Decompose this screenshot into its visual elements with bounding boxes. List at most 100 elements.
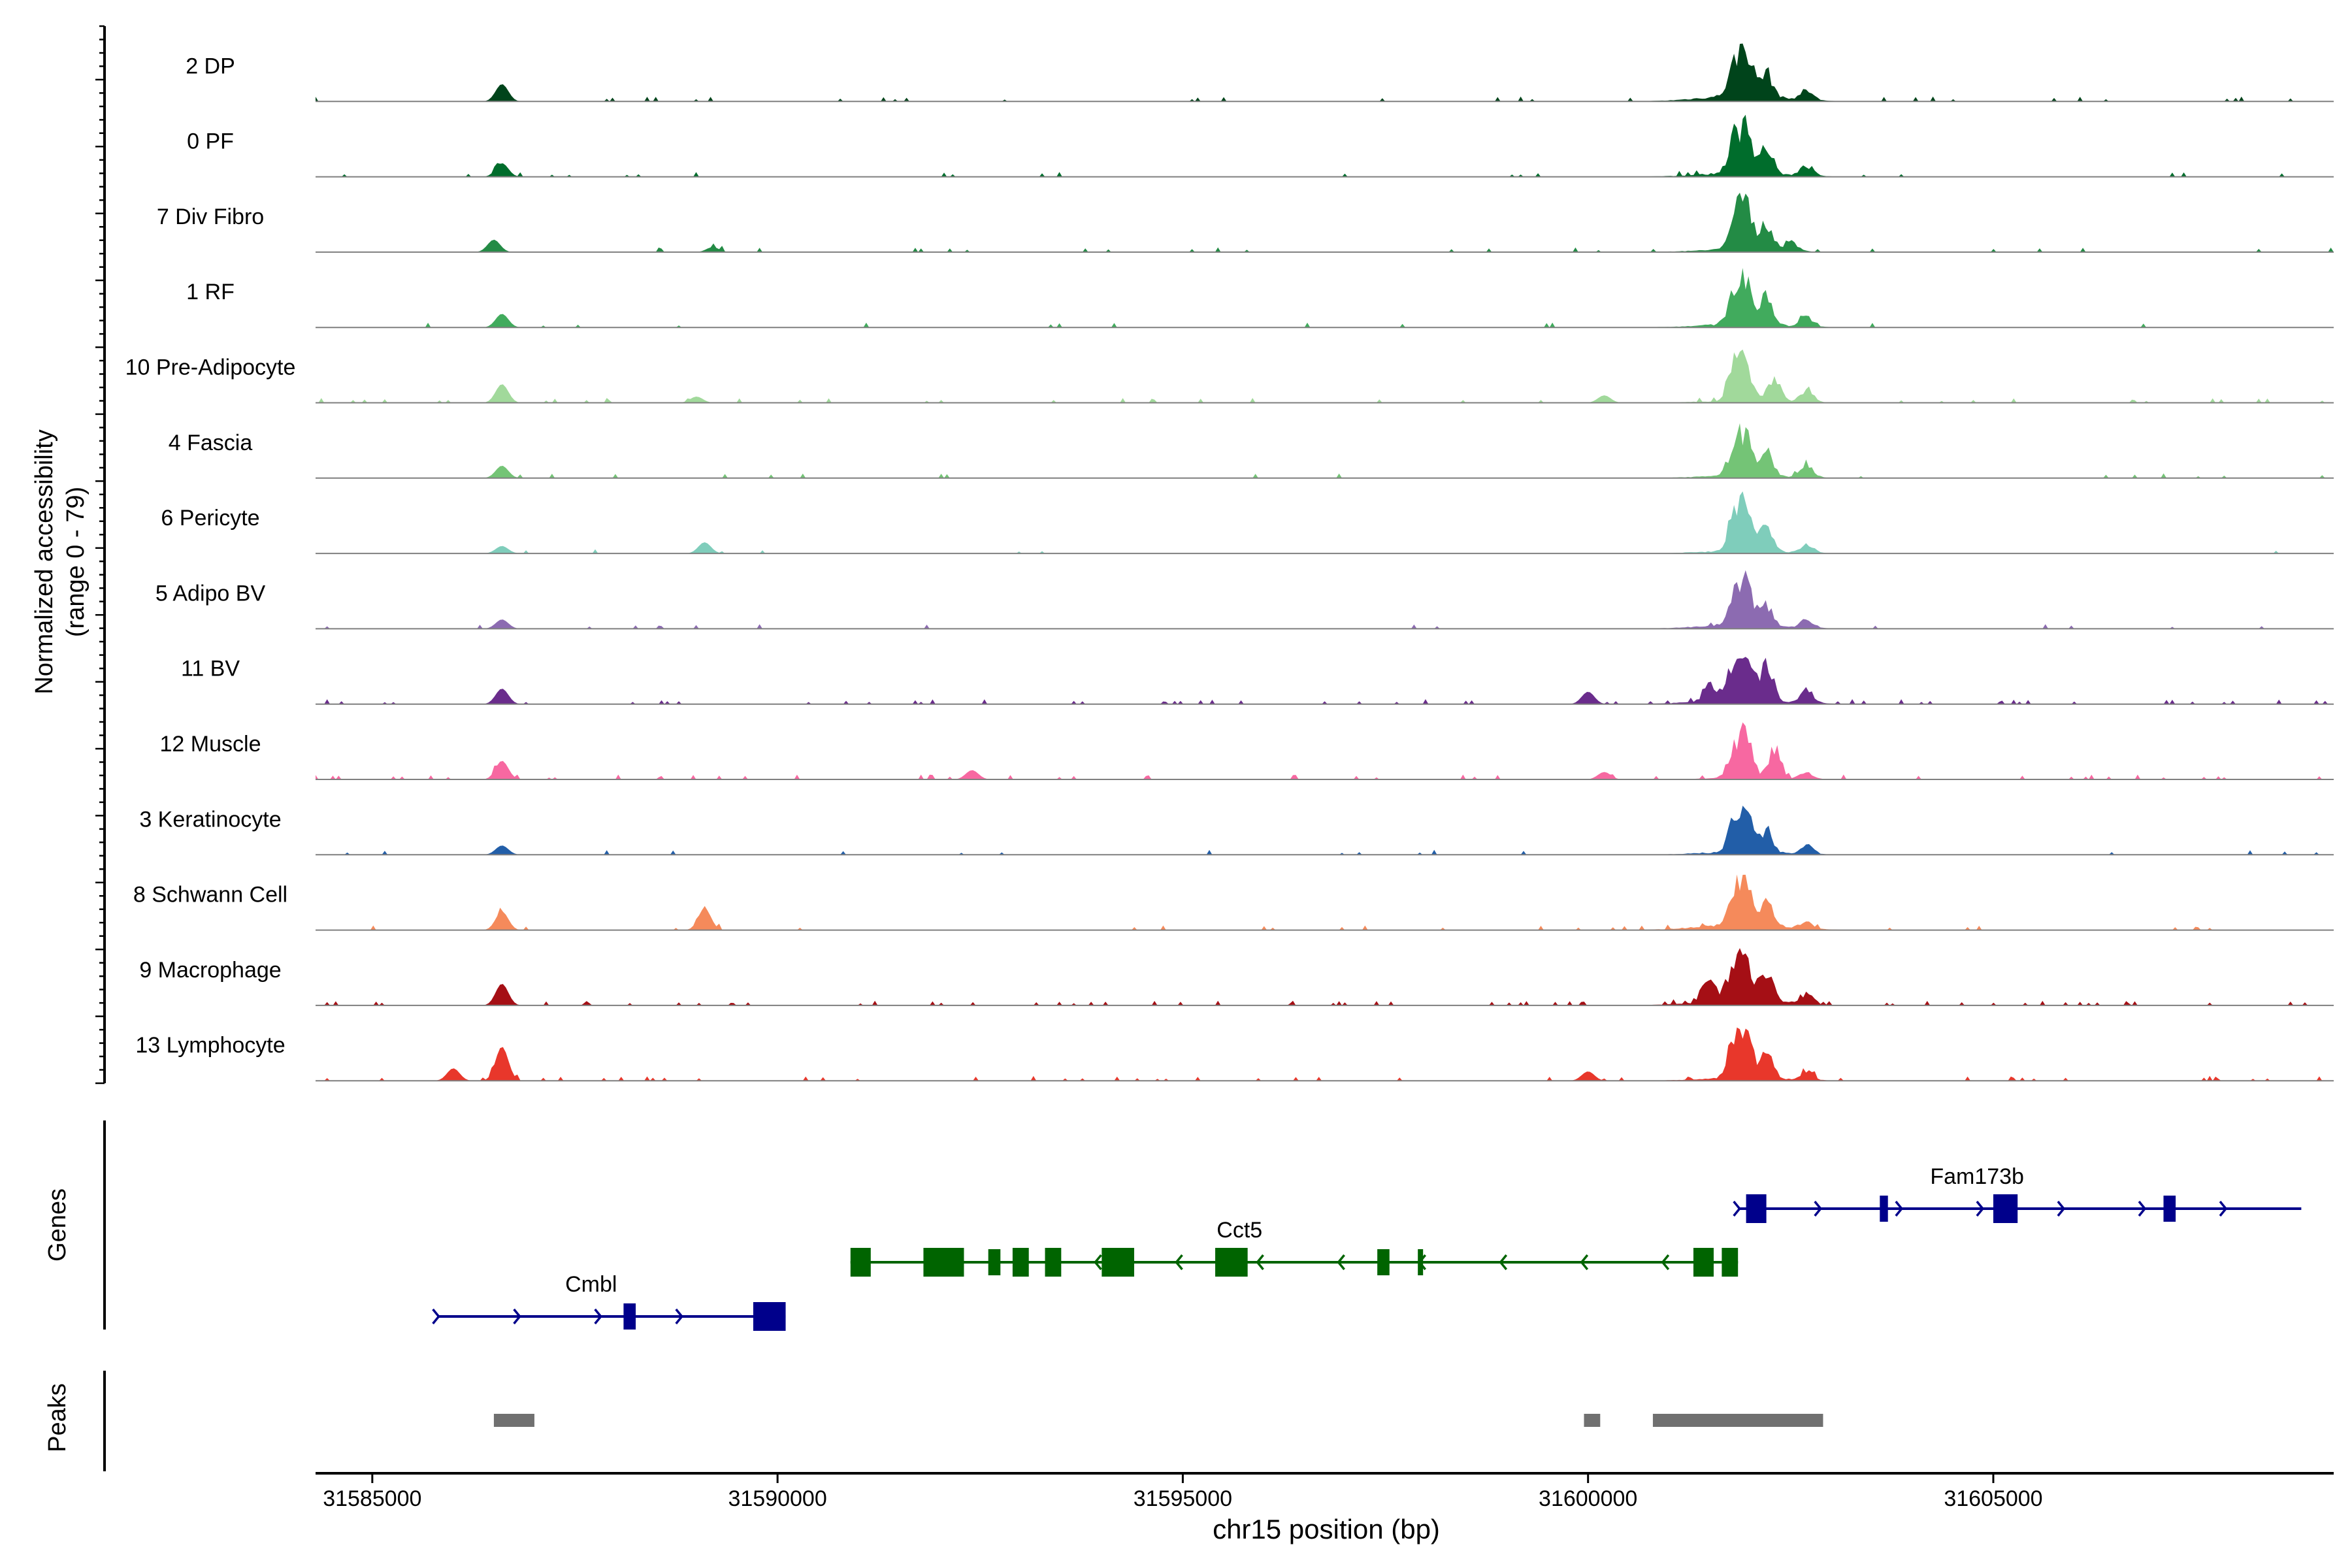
strand-arrow-icon	[675, 1308, 683, 1325]
gene-exon	[2163, 1196, 2176, 1222]
peaks-panel: Peaks	[44, 1371, 1823, 1471]
track-signal-area	[316, 268, 2334, 328]
track-label: 0 PF	[187, 129, 234, 154]
gene-exon	[1377, 1249, 1390, 1275]
track-signal-area	[316, 423, 2334, 478]
x-axis-label: chr15 position (bp)	[1213, 1514, 1440, 1544]
strand-arrow-icon	[513, 1308, 521, 1325]
track-label: 6 Pericyte	[161, 506, 259, 531]
track-label: 11 BV	[181, 657, 240, 681]
gene-exon	[850, 1248, 871, 1277]
gene-exon	[1722, 1248, 1739, 1277]
strand-arrow-icon	[2219, 1200, 2228, 1217]
track-signal-area	[316, 874, 2334, 930]
track-label: 13 Lymphocyte	[135, 1033, 285, 1058]
strand-arrow-icon	[1814, 1200, 1822, 1217]
track-8-schwann-cell: 8 Schwann Cell	[133, 874, 2334, 931]
gene-annotation-panel: Genes Cmbl Cct5 Fam173b	[44, 1120, 2302, 1331]
gene-exon	[1693, 1248, 1714, 1277]
x-axis: chr15 position (bp) 31585000 31590000 3159…	[316, 1472, 2334, 1544]
strand-arrow-icon	[1094, 1254, 1102, 1271]
peaks-panel-label: Peaks	[44, 1383, 71, 1452]
x-tick-label: 31585000	[323, 1486, 421, 1511]
peak-region	[1584, 1414, 1601, 1427]
track-label: 9 Macrophage	[139, 958, 281, 983]
track-label: 12 Muscle	[160, 732, 261, 757]
gene-exon	[1746, 1194, 1767, 1223]
track-signal-area	[316, 657, 2334, 704]
peak-region	[493, 1414, 534, 1427]
x-tick-label: 31590000	[728, 1486, 826, 1511]
gene-exon	[1215, 1248, 1248, 1277]
track-5-adipo-bv: 5 Adipo BV	[155, 570, 2334, 630]
track-label: 8 Schwann Cell	[133, 883, 287, 907]
peak-region	[1652, 1414, 1823, 1427]
accessibility-y-axis: Normalized accessibility (range 0 - 79)	[31, 25, 106, 1085]
track-signal-area	[316, 806, 2334, 855]
track-10-pre-adipocyte: 10 Pre-Adipocyte	[125, 350, 2334, 404]
x-tick-label: 31600000	[1539, 1486, 1637, 1511]
track-label: 4 Fascia	[169, 431, 253, 455]
track-label: 7 Div Fibro	[157, 204, 264, 229]
track-7-div-fibro: 7 Div Fibro	[157, 192, 2334, 253]
gene-cct5: Cct5	[850, 1218, 1739, 1277]
strand-arrow-icon	[1661, 1254, 1670, 1271]
track-0-pf: 0 PF	[187, 114, 2334, 178]
gene-label: Fam173b	[1930, 1164, 2024, 1189]
accessibility-tracks: 2 DP 0 PF 7 Div Fibro 1 RF 10 Pre-Adipocyte 4…	[125, 43, 2334, 1082]
gene-exon	[1045, 1248, 1062, 1277]
track-label: 1 RF	[186, 280, 235, 304]
strand-arrow-icon	[1895, 1200, 1904, 1217]
strand-arrow-icon	[1499, 1254, 1508, 1271]
gene-exon	[988, 1249, 1001, 1275]
strand-arrow-icon	[1175, 1254, 1183, 1271]
track-signal-area	[316, 722, 2334, 779]
track-4-fascia: 4 Fascia	[169, 423, 2334, 479]
track-signal-area	[316, 192, 2334, 252]
track-label: 5 Adipo BV	[155, 581, 266, 606]
strand-arrow-icon	[1337, 1254, 1345, 1271]
strand-arrow-icon	[594, 1308, 602, 1325]
track-signal-area	[316, 491, 2334, 554]
gene-exon	[1012, 1248, 1029, 1277]
gene-exon	[1993, 1194, 2018, 1223]
gene-label: Cct5	[1217, 1218, 1262, 1243]
track-signal-area	[316, 114, 2334, 177]
strand-arrow-icon	[1256, 1254, 1264, 1271]
track-3-keratinocyte: 3 Keratinocyte	[139, 806, 2334, 856]
strand-arrow-icon	[2057, 1200, 2066, 1217]
gene-exon	[1102, 1248, 1134, 1277]
y-axis-label: Normalized accessibility	[31, 429, 58, 694]
track-6-pericyte: 6 Pericyte	[161, 491, 2334, 555]
strand-arrow-icon	[2138, 1200, 2147, 1217]
track-signal-area	[316, 570, 2334, 629]
x-tick-label: 31605000	[1944, 1486, 2042, 1511]
gene-exon	[1418, 1249, 1424, 1275]
gene-fam173b: Fam173b	[1733, 1164, 2302, 1223]
gene-exon	[753, 1302, 786, 1331]
track-signal-area	[316, 948, 2334, 1005]
x-tick-label: 31595000	[1134, 1486, 1232, 1511]
gene-exon	[923, 1248, 964, 1277]
track-9-macrophage: 9 Macrophage	[139, 948, 2334, 1006]
track-label: 2 DP	[186, 54, 235, 78]
track-11-bv: 11 BV	[181, 657, 2334, 705]
gene-cmbl: Cmbl	[432, 1272, 786, 1331]
track-12-muscle: 12 Muscle	[160, 722, 2334, 780]
track-label: 3 Keratinocyte	[139, 807, 281, 832]
strand-arrow-icon	[1976, 1200, 1985, 1217]
track-signal-area	[316, 350, 2334, 403]
gene-exon	[1880, 1196, 1888, 1222]
track-13-lymphocyte: 13 Lymphocyte	[135, 1027, 2334, 1082]
track-signal-area	[316, 43, 2334, 102]
track-1-rf: 1 RF	[186, 268, 2334, 329]
strand-arrow-icon	[1580, 1254, 1589, 1271]
track-2-dp: 2 DP	[186, 43, 2334, 103]
track-label: 10 Pre-Adipocyte	[125, 355, 296, 380]
gene-label: Cmbl	[565, 1272, 617, 1297]
track-signal-area	[316, 1027, 2334, 1081]
genes-panel-label: Genes	[44, 1188, 71, 1262]
gene-exon	[623, 1303, 636, 1330]
